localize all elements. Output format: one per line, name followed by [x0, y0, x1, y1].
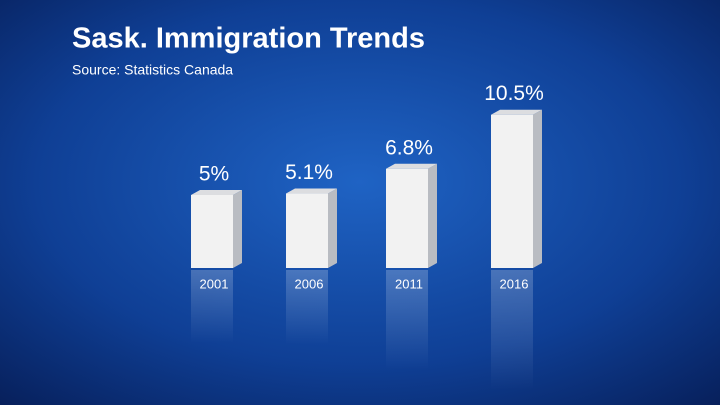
bar-top	[386, 163, 437, 169]
bar	[386, 168, 428, 268]
bar-side	[233, 190, 242, 268]
x-tick-label: 2001	[200, 276, 229, 291]
bar-top	[491, 109, 542, 115]
bar-side	[428, 163, 437, 268]
data-label: 5%	[199, 163, 229, 186]
data-label: 5.1%	[285, 161, 333, 184]
x-tick-label: 2016	[500, 276, 529, 291]
bar-top	[286, 188, 337, 194]
bar	[491, 114, 533, 268]
bar-top	[191, 190, 242, 195]
bar-side	[533, 109, 542, 268]
bar-side	[328, 188, 337, 268]
bar-reflection	[191, 270, 233, 343]
x-tick-label: 2006	[295, 276, 324, 291]
chart-title: Sask. Immigration Trends	[72, 23, 425, 55]
chart-subtitle: Source: Statistics Canada	[72, 62, 233, 78]
data-label: 6.8%	[385, 136, 433, 159]
data-label: 10.5%	[484, 82, 544, 105]
x-tick-label: 2011	[395, 276, 423, 291]
bar-reflection	[386, 270, 428, 370]
bar	[191, 195, 233, 268]
bar	[286, 193, 328, 268]
bar-reflection	[286, 270, 328, 345]
bar-reflection	[491, 270, 533, 390]
